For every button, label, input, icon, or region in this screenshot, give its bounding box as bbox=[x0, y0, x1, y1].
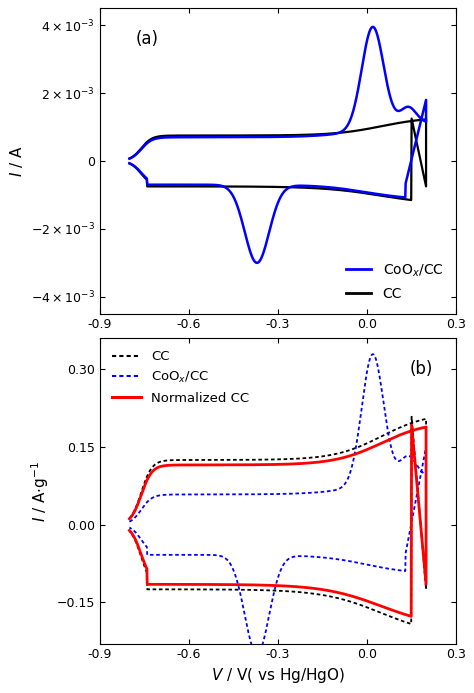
Text: (a): (a) bbox=[136, 30, 158, 48]
Y-axis label: $I$ / A$\cdot$g$^{-1}$: $I$ / A$\cdot$g$^{-1}$ bbox=[29, 460, 51, 522]
Legend: CC, CoO$_x$/CC, Normalized CC: CC, CoO$_x$/CC, Normalized CC bbox=[106, 345, 255, 410]
Text: (b): (b) bbox=[410, 360, 433, 378]
X-axis label: $V$ / V( vs Hg/HgO): $V$ / V( vs Hg/HgO) bbox=[211, 666, 345, 685]
Legend: CoO$_x$/CC, CC: CoO$_x$/CC, CC bbox=[341, 257, 449, 306]
Y-axis label: $I$ / A: $I$ / A bbox=[9, 145, 25, 177]
